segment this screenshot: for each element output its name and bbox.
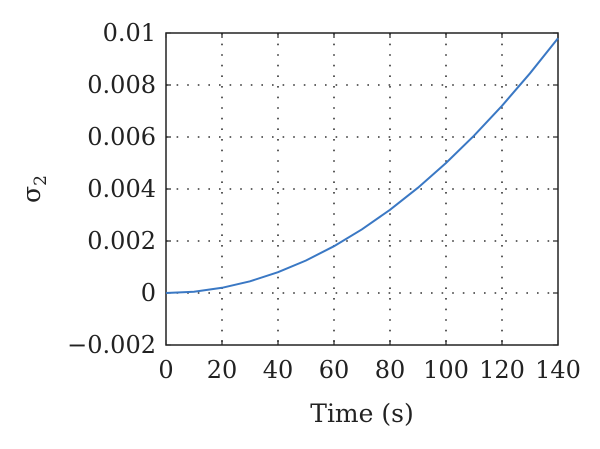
y-tick-label: 0.002	[87, 227, 156, 255]
y-axis-title: σ2	[17, 175, 51, 203]
y-tick-label: 0.004	[87, 175, 156, 203]
plot-area-frame	[165, 32, 559, 346]
y-axis-tick-labels: −0.002 0 0.002 0.004 0.006 0.008 0.01	[67, 19, 156, 359]
x-tick-label: 80	[375, 356, 406, 384]
y-tick-label: 0.006	[87, 123, 156, 151]
y-tick-label: 0.01	[103, 19, 156, 47]
x-axis-tick-labels: 0 20 40 60 80 100 120 140	[158, 356, 581, 384]
x-axis-title: Time (s)	[310, 399, 413, 428]
y-tick-label: −0.002	[67, 331, 156, 359]
x-tick-label: 140	[535, 356, 581, 384]
x-tick-label: 20	[207, 356, 238, 384]
y-axis-title-symbol: σ	[17, 186, 46, 203]
x-tick-label: 120	[479, 356, 525, 384]
x-tick-label: 100	[423, 356, 469, 384]
grid	[166, 33, 558, 345]
y-axis-title-subscript: 2	[31, 175, 51, 186]
tick-marks	[165, 32, 559, 346]
x-tick-label: 60	[319, 356, 350, 384]
series-line-sigma2	[165, 37, 559, 294]
y-tick-label: 0	[141, 279, 156, 307]
x-tick-label: 40	[263, 356, 294, 384]
y-tick-label: 0.008	[87, 71, 156, 99]
x-tick-label: 0	[158, 356, 173, 384]
